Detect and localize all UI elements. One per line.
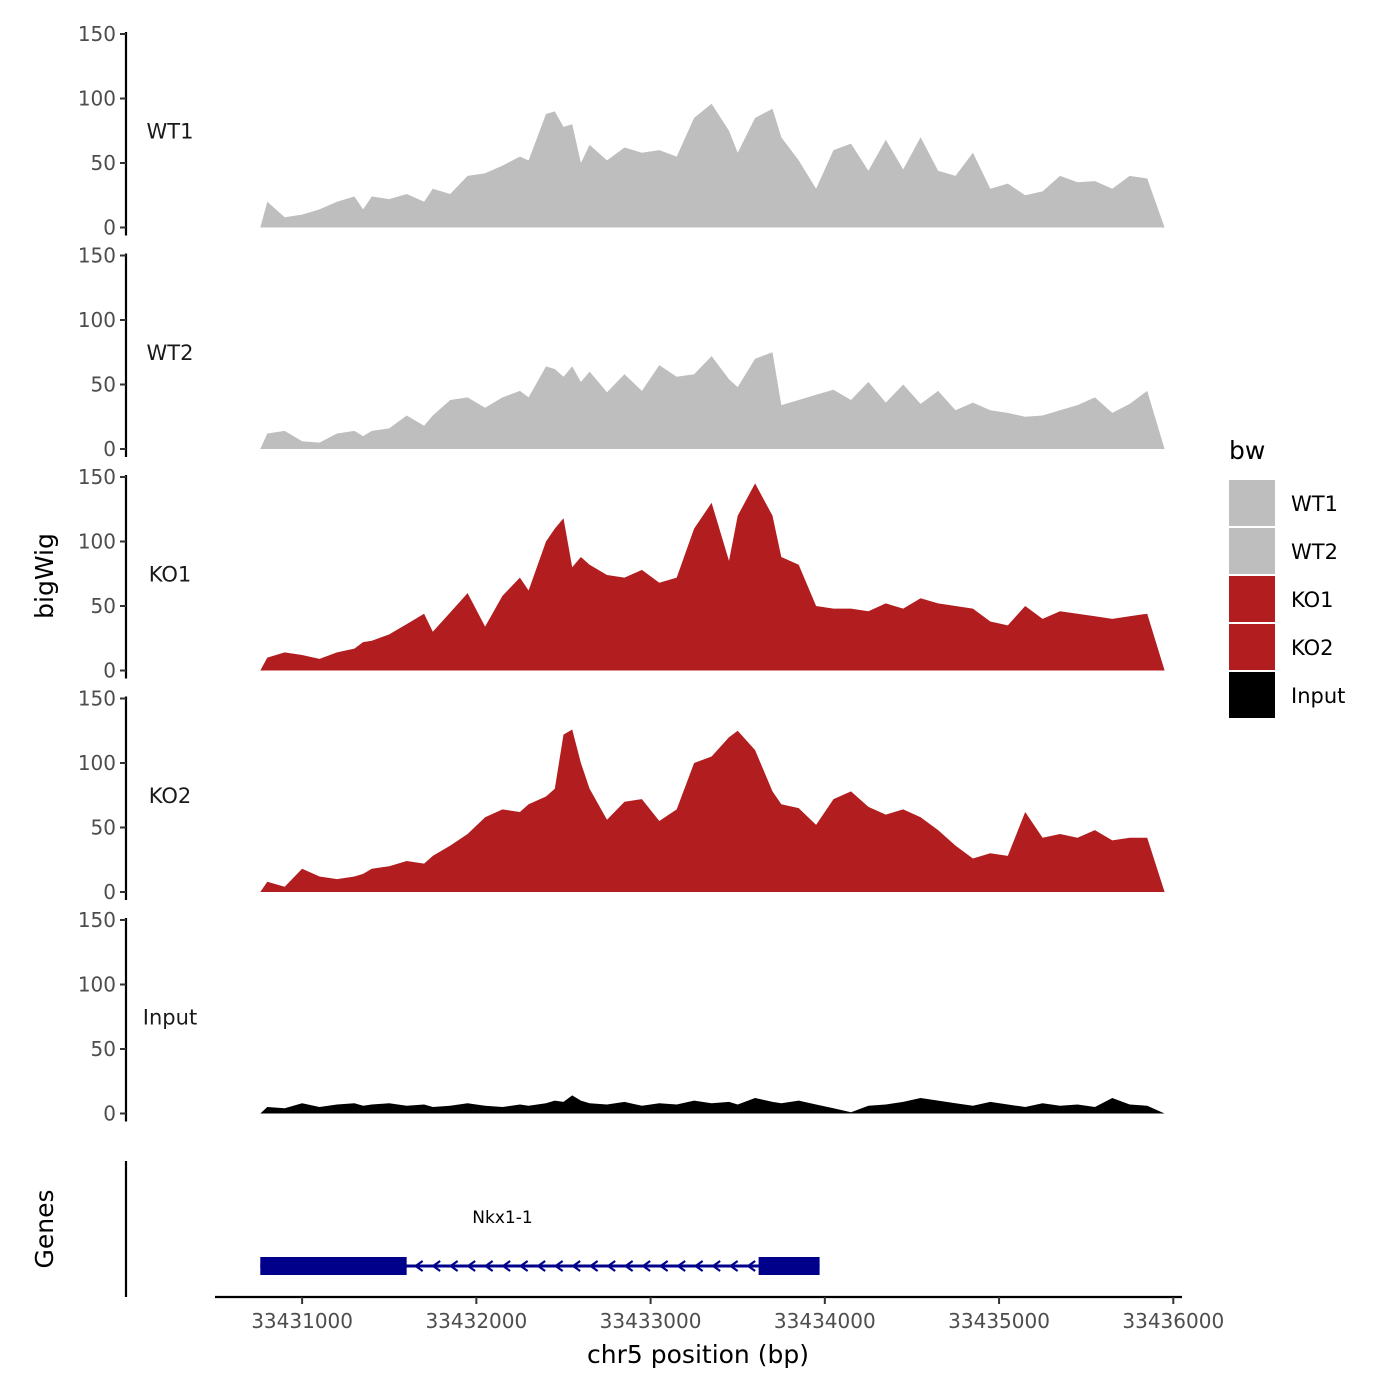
legend-label: WT1 — [1291, 492, 1338, 516]
track-wt2: 0 50 100 150 WT2 — [78, 244, 1165, 461]
x-tick-label: 33432000 — [425, 1309, 527, 1333]
area-input — [260, 1095, 1165, 1114]
strand-arrow — [676, 1260, 686, 1272]
y-tick-label: 0 — [103, 1102, 116, 1126]
track-label: WT1 — [147, 119, 194, 143]
genes-track: Nkx1-1 — [124, 1161, 820, 1297]
strand-arrow — [711, 1260, 721, 1272]
strand-arrow — [413, 1260, 424, 1272]
track-label: WT2 — [147, 341, 194, 365]
strand-arrow — [483, 1260, 494, 1272]
legend-label: KO2 — [1291, 636, 1334, 660]
strand-arrow — [518, 1260, 529, 1272]
x-tick-label: 33431000 — [251, 1309, 353, 1333]
legend-key-wt2 — [1229, 528, 1275, 574]
strand-arrow — [641, 1260, 651, 1272]
legend-title: bw — [1229, 436, 1265, 465]
strand-arrow — [658, 1260, 669, 1272]
y-tick-label: 150 — [78, 465, 116, 489]
x-tick-label: 33433000 — [600, 1309, 702, 1333]
track-label: Input — [143, 1005, 197, 1029]
y-tick-label: 100 — [78, 87, 116, 111]
genes-axis-title: Genes — [30, 1189, 59, 1268]
legend-key-ko1 — [1229, 576, 1275, 622]
x-axis-title: chr5 position (bp) — [587, 1340, 809, 1369]
strand-arrow — [448, 1260, 459, 1272]
strand-arrow — [571, 1260, 581, 1272]
legend-key-wt1 — [1229, 480, 1275, 526]
x-tick-label: 33436000 — [1122, 1309, 1224, 1333]
area-wt1 — [260, 103, 1165, 228]
y-tick-label: 50 — [91, 594, 116, 618]
legend-label: KO1 — [1291, 588, 1334, 612]
gene-label: Nkx1-1 — [472, 1208, 532, 1228]
strand-arrow — [693, 1260, 704, 1272]
strand-arrow — [746, 1260, 756, 1272]
track-label: KO1 — [149, 562, 192, 586]
strand-arrow — [536, 1260, 546, 1272]
y-axis-title: bigWig — [30, 533, 59, 619]
track-label: KO2 — [149, 784, 192, 808]
strand-arrow — [623, 1260, 634, 1272]
y-tick-label: 150 — [78, 908, 116, 932]
track-input: 0 50 100 150 Input — [78, 908, 1165, 1126]
gene-exon-1 — [260, 1257, 407, 1275]
strand-arrow — [431, 1260, 441, 1272]
y-tick-label: 50 — [91, 816, 116, 840]
strand-arrow — [606, 1260, 616, 1272]
area-ko2 — [260, 729, 1165, 892]
legend: bw WT1 WT2 KO1 KO2 Input — [1229, 436, 1345, 718]
strand-arrow — [553, 1260, 564, 1272]
y-tick-label: 100 — [78, 530, 116, 554]
legend-label: Input — [1291, 684, 1345, 708]
strand-arrow — [588, 1260, 599, 1272]
y-tick-label: 0 — [103, 880, 116, 904]
y-tick-label: 150 — [78, 244, 116, 268]
y-tick-label: 0 — [103, 437, 116, 461]
legend-key-input — [1229, 672, 1275, 718]
gene-exon-2 — [758, 1257, 820, 1275]
area-wt2 — [260, 352, 1165, 449]
strand-arrow — [466, 1260, 476, 1272]
y-tick-label: 0 — [103, 216, 116, 240]
y-tick-label: 100 — [78, 751, 116, 775]
y-tick-label: 50 — [91, 1037, 116, 1061]
strand-arrow — [501, 1260, 511, 1272]
track-ko2: 0 50 100 150 KO2 — [78, 687, 1165, 904]
y-tick-label: 150 — [78, 687, 116, 711]
legend-key-ko2 — [1229, 624, 1275, 670]
legend-label: WT2 — [1291, 540, 1338, 564]
y-tick-label: 100 — [78, 308, 116, 332]
y-tick-label: 100 — [78, 973, 116, 997]
track-wt1: 0 50 100 150 WT1 — [78, 22, 1165, 240]
y-tick-label: 0 — [103, 659, 116, 683]
x-axis: 33431000 33432000 33433000 33434000 33435000… — [215, 1295, 1224, 1333]
x-tick-label: 33434000 — [774, 1309, 876, 1333]
y-tick-label: 50 — [91, 151, 116, 175]
strand-arrow — [728, 1260, 739, 1272]
x-tick-label: 33435000 — [948, 1309, 1050, 1333]
track-ko1: 0 50 100 150 KO1 — [78, 465, 1165, 683]
area-ko1 — [260, 483, 1165, 671]
tracks-area: 0 50 100 150 WT1 0 50 100 150 WT2 0 50 100 150 KO1 0 50 1… — [78, 22, 1165, 1126]
y-tick-label: 150 — [78, 22, 116, 46]
y-tick-label: 50 — [91, 373, 116, 397]
